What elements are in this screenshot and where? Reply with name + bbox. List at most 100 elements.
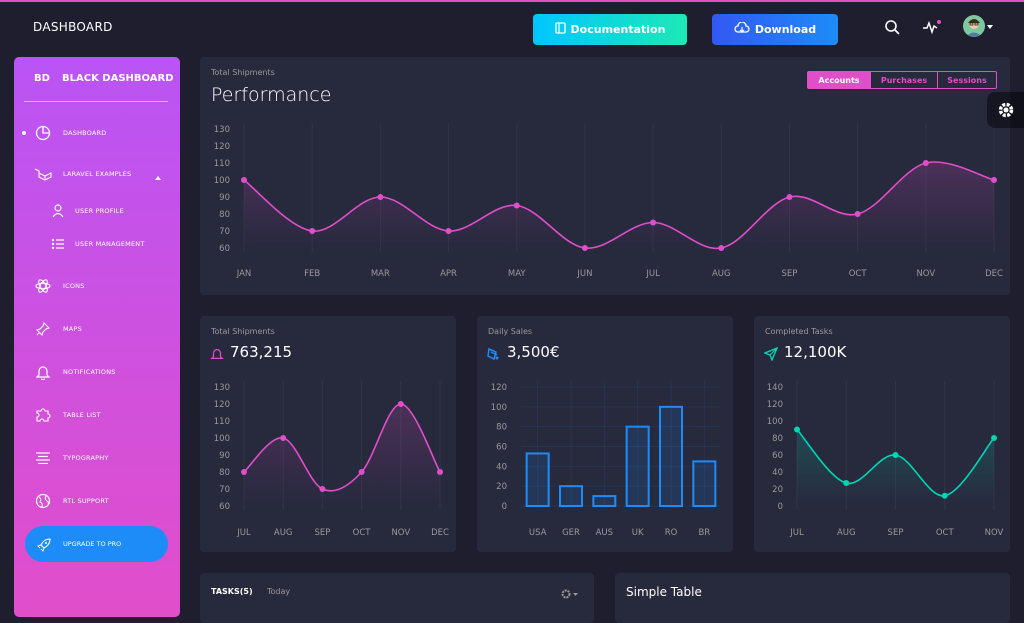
data-point[interactable] — [377, 194, 384, 200]
x-tick-label: MAY — [508, 269, 526, 279]
bar[interactable] — [592, 495, 617, 507]
data-point[interactable] — [445, 228, 452, 234]
documentation-label: Documentation — [570, 23, 666, 36]
search-icon[interactable] — [881, 16, 903, 38]
sidebar-item-notifications[interactable]: NOTIFICATIONS — [14, 362, 180, 382]
bar[interactable] — [525, 452, 550, 507]
completed-tasks-card: Completed Tasks 12,100K 0 20 40 60 80 100 120 1… — [754, 316, 1010, 552]
data-point[interactable] — [280, 435, 287, 441]
bar[interactable] — [559, 485, 583, 508]
area-fill — [797, 429, 994, 506]
data-point[interactable] — [241, 177, 247, 183]
data-point[interactable] — [241, 469, 247, 475]
data-point[interactable] — [843, 480, 850, 487]
data-point[interactable] — [358, 469, 365, 475]
data-point[interactable] — [991, 177, 997, 183]
align-center-icon — [34, 449, 52, 467]
data-point[interactable] — [319, 486, 326, 492]
data-point[interactable] — [794, 426, 800, 433]
simple-table-card: Simple Table — [615, 573, 1010, 623]
y-tick-label: 70 — [219, 485, 230, 495]
y-tick-label: 0 — [502, 502, 507, 512]
send-icon — [763, 346, 779, 362]
sidebar-item-dashboard[interactable]: DASHBOARD — [14, 123, 180, 143]
y-tick-label: 90 — [219, 193, 230, 203]
sidebar-logo[interactable]: BD — [34, 73, 50, 84]
y-tick-label: 60 — [219, 502, 230, 512]
avatar[interactable] — [963, 15, 985, 37]
data-point[interactable] — [922, 160, 929, 166]
tab-accounts[interactable]: Accounts — [807, 71, 871, 89]
sidebar-item-typography[interactable]: TYPOGRAPHY — [14, 448, 180, 468]
puzzle-icon — [34, 406, 52, 424]
area-fill — [244, 161, 994, 249]
data-point[interactable] — [437, 469, 443, 475]
y-tick-label: 60 — [772, 451, 783, 461]
tasks-value: 12,100K — [784, 343, 847, 361]
data-point[interactable] — [513, 202, 520, 209]
y-tick-label: 60 — [219, 244, 230, 254]
performance-title: Performance — [211, 84, 332, 106]
bar[interactable] — [625, 425, 650, 507]
area-fill — [244, 404, 440, 506]
sidebar-item-user-management[interactable]: USER MANAGEMENT — [14, 234, 180, 254]
download-label: Download — [754, 23, 817, 36]
data-point[interactable] — [854, 211, 861, 217]
activity-icon[interactable] — [921, 16, 943, 38]
x-tick-label: DEC — [985, 269, 1003, 279]
x-tick-label: OCT — [936, 528, 955, 538]
sidebar-item-label: USER PROFILE — [75, 207, 124, 215]
x-tick-label: UK — [632, 528, 644, 538]
data-point[interactable] — [309, 228, 316, 234]
delivery-truck-icon — [487, 346, 501, 361]
user-icon — [49, 202, 67, 220]
sidebar-title[interactable]: BLACK DASHBOARD — [62, 73, 174, 84]
data-point[interactable] — [786, 194, 793, 200]
daily-sales-card: Daily Sales 3,500€ 0 20 40 60 80 100 120 USA GER… — [477, 316, 733, 552]
data-point[interactable] — [581, 245, 588, 251]
data-point[interactable] — [397, 401, 404, 407]
sales-category: Daily Sales — [488, 327, 533, 336]
sidebar-item-icons[interactable]: ICONS — [14, 276, 180, 296]
settings-gear-icon[interactable] — [987, 92, 1024, 128]
x-tick-label: NOV — [391, 528, 410, 538]
bell-icon — [34, 363, 52, 381]
y-tick-label: 130 — [214, 125, 230, 135]
sidebar-item-laravel-examples[interactable]: LARAVEL EXAMPLES — [14, 164, 180, 184]
settings-dropdown-icon[interactable] — [560, 585, 580, 604]
performance-chart: 60 70 80 90 100 110 120 130 JAN FEB MAR APR MAY JUN JU… — [214, 123, 1003, 279]
data-point[interactable] — [941, 492, 948, 499]
caret-down-icon[interactable] — [985, 16, 995, 38]
data-point[interactable] — [650, 219, 657, 226]
download-button[interactable]: Download — [712, 14, 838, 45]
sidebar-item-table-list[interactable]: TABLE LIST — [14, 405, 180, 425]
performance-card: Total Shipments Performance Accounts Pur… — [200, 57, 1010, 295]
sidebar-item-label: ICONS — [63, 282, 85, 290]
performance-category: Total Shipments — [211, 68, 275, 77]
sidebar-item-user-profile[interactable]: USER PROFILE — [14, 201, 180, 221]
tasks-panel: TASKS(5) Today — [200, 573, 594, 623]
y-tick-label: 70 — [219, 227, 230, 237]
tab-sessions[interactable]: Sessions — [938, 71, 997, 89]
y-tick-label: 110 — [214, 417, 230, 427]
upgrade-to-pro-button[interactable]: UPGRADE TO PRO — [25, 526, 168, 562]
data-point[interactable] — [718, 245, 725, 251]
navbar-brand[interactable]: DASHBOARD — [33, 20, 113, 34]
y-tick-label: 100 — [214, 176, 230, 186]
pin-icon — [34, 320, 52, 338]
y-tick-label: 100 — [214, 434, 230, 444]
x-tick-label: AUG — [274, 528, 293, 538]
bar[interactable] — [659, 405, 683, 507]
tab-purchases[interactable]: Purchases — [871, 71, 938, 89]
sales-chart: 0 20 40 60 80 100 120 USA GER AUS UK RO BR — [491, 381, 721, 538]
data-point[interactable] — [892, 452, 899, 458]
navbar: DASHBOARD Documentation Download — [0, 2, 1024, 54]
bar[interactable] — [692, 460, 717, 507]
documentation-button[interactable]: Documentation — [533, 14, 687, 45]
data-point[interactable] — [991, 435, 997, 441]
x-tick-label: JUL — [645, 269, 660, 279]
sidebar-item-rtl-support[interactable]: RTL SUPPORT — [14, 491, 180, 511]
x-tick-label: RO — [665, 528, 678, 538]
sidebar-item-maps[interactable]: MAPS — [14, 319, 180, 339]
y-tick-label: 80 — [772, 434, 783, 444]
